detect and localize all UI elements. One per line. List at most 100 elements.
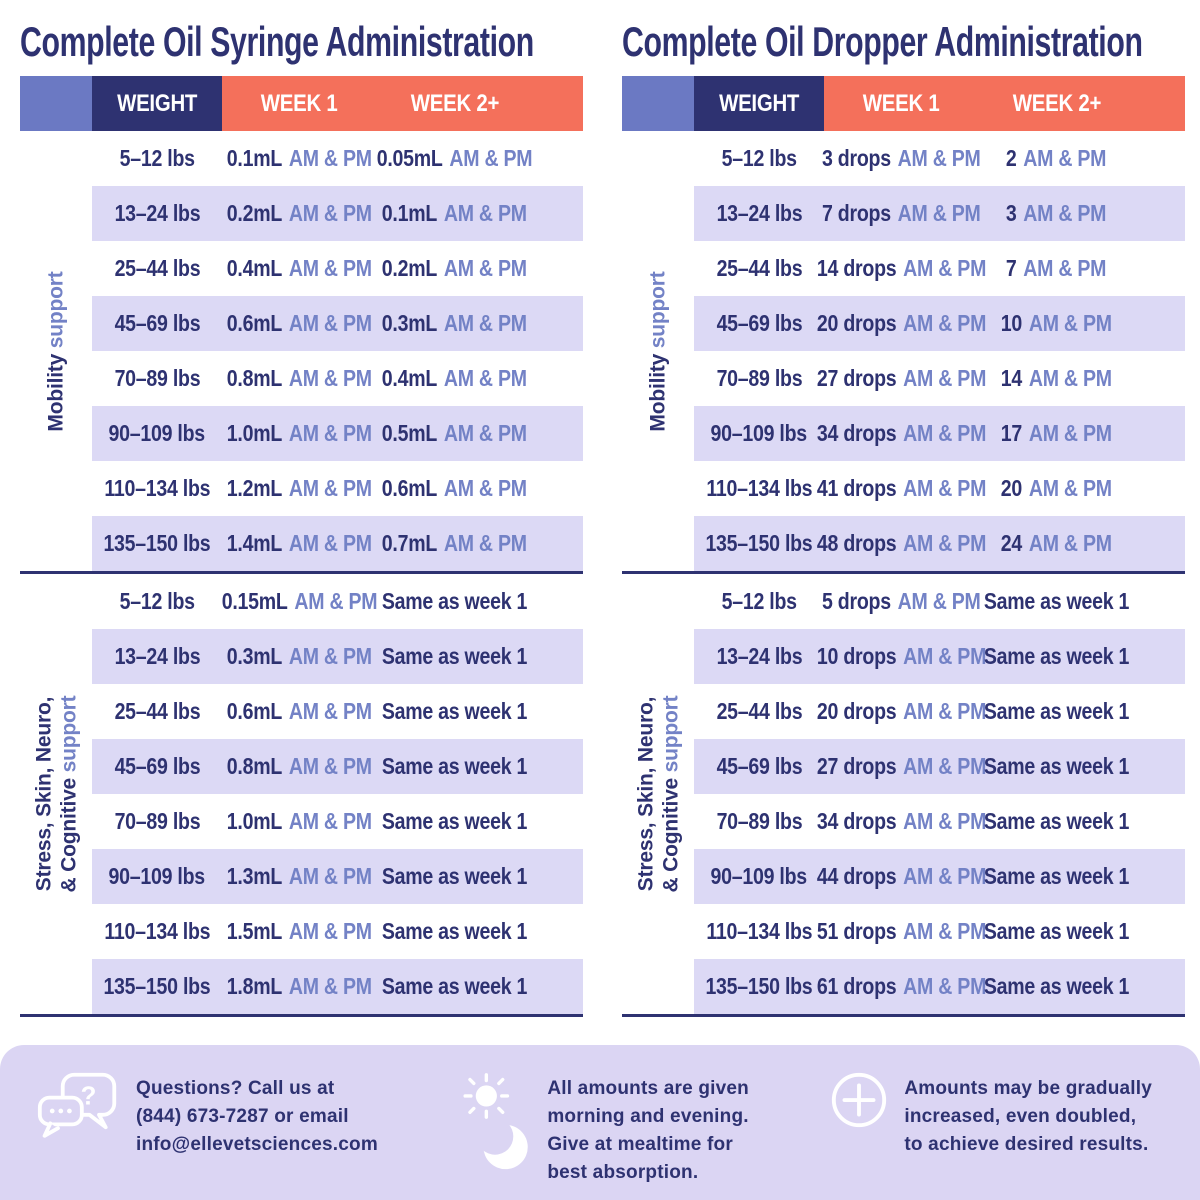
week1-cell: 44 drops AM & PM [817, 863, 986, 890]
week2-value: 0.5mL [382, 420, 438, 446]
weight-cell: 70–89 lbs [694, 365, 824, 392]
week1-value: 0.3mL [227, 643, 283, 669]
weight-value: 5–12 lbs [119, 145, 195, 171]
week2-cell: Same as week 1 [377, 918, 532, 945]
header-weight: WEIGHT [694, 76, 824, 131]
week1-ampm: AM & PM [903, 753, 987, 779]
week2-ampm: AM & PM [1029, 420, 1112, 446]
week2-cell: Same as week 1 [979, 698, 1134, 725]
header-spacer-cell [20, 76, 92, 131]
weight-cell: 13–24 lbs [694, 200, 824, 227]
week1-ampm: AM & PM [289, 698, 372, 724]
weight-value: 25–44 lbs [716, 698, 802, 724]
week1-cell: 27 drops AM & PM [817, 365, 986, 392]
week2-ampm: AM & PM [444, 420, 527, 446]
header-pad-cell [1134, 76, 1185, 131]
table-row: 70–89 lbs 34 drops AM & PM Same as week 1 [622, 794, 1185, 849]
week1-value: 0.6mL [227, 310, 283, 336]
week1-value: 20 drops [816, 310, 897, 336]
table-row: 45–69 lbs 27 drops AM & PM Same as week 1 [622, 739, 1185, 794]
table-row: 135–150 lbs 1.4mL AM & PM 0.7mL AM & PM [20, 516, 583, 571]
footer-timing-text: All amounts are given morning and evenin… [547, 1078, 749, 1184]
weight-value: 135–150 lbs [103, 973, 211, 999]
table-row: 45–69 lbs 0.8mL AM & PM Same as week 1 [20, 739, 583, 794]
weight-value: 110–134 lbs [104, 475, 210, 501]
table-header: WEIGHT WEEK 1 WEEK 2+ [622, 76, 1185, 131]
week1-cell: 48 drops AM & PM [817, 530, 986, 557]
weight-cell: 70–89 lbs [92, 365, 222, 392]
table-section: Stress, Skin, Neuro, & Cognitive support … [20, 574, 583, 1014]
weight-value: 70–89 lbs [716, 365, 802, 391]
table-row: 135–150 lbs 1.8mL AM & PM Same as week 1 [20, 959, 583, 1014]
week2-value: Same as week 1 [381, 863, 528, 889]
week2-value: Same as week 1 [381, 698, 528, 724]
week1-ampm: AM & PM [903, 530, 987, 556]
weight-cell: 45–69 lbs [694, 753, 824, 780]
week2-cell: 0.1mL AM & PM [377, 200, 532, 227]
week1-cell: 0.15mL AM & PM [222, 588, 378, 615]
week1-ampm: AM & PM [289, 863, 372, 889]
week2-cell: 7 AM & PM [979, 255, 1134, 282]
table-row: 5–12 lbs 3 drops AM & PM 2 AM & PM [622, 131, 1185, 186]
table-row: 90–109 lbs 1.0mL AM & PM 0.5mL AM & PM [20, 406, 583, 461]
section-divider [20, 571, 583, 574]
weight-value: 25–44 lbs [716, 255, 802, 281]
footer-item-contact: ? Questions? Call us at (844) 673-7287 o… [34, 1069, 378, 1200]
week2-value: 10 [1001, 310, 1023, 336]
section-divider [622, 1014, 1185, 1017]
week1-value: 0.1mL [227, 145, 283, 171]
week1-ampm: AM & PM [289, 918, 372, 944]
week1-value: 14 drops [816, 255, 897, 281]
week2-cell: 0.05mL AM & PM [377, 145, 533, 172]
week1-cell: 34 drops AM & PM [817, 420, 986, 447]
weight-cell: 45–69 lbs [92, 753, 222, 780]
week1-ampm: AM & PM [289, 475, 372, 501]
week2-cell: Same as week 1 [979, 643, 1134, 670]
week2-value: 2 [1006, 145, 1017, 171]
week2-cell: Same as week 1 [377, 588, 532, 615]
table-row: 90–109 lbs 44 drops AM & PM Same as week … [622, 849, 1185, 904]
week1-value: 1.8mL [227, 973, 283, 999]
week2-cell: Same as week 1 [377, 973, 532, 1000]
week1-cell: 0.2mL AM & PM [222, 200, 377, 227]
weight-value: 13–24 lbs [716, 643, 802, 669]
week1-value: 61 drops [816, 973, 897, 999]
week1-cell: 7 drops AM & PM [822, 200, 981, 227]
weight-value: 5–12 lbs [721, 588, 797, 614]
table-body: Mobility support 5–12 lbs 0.1mL AM & PM 0… [20, 131, 583, 1017]
week2-ampm: AM & PM [444, 255, 527, 281]
week1-ampm: AM & PM [903, 420, 987, 446]
footer-item-increase: Amounts may be gradually increased, even… [828, 1069, 1152, 1200]
footer-notes: ? Questions? Call us at (844) 673-7287 o… [0, 1045, 1200, 1200]
week2-cell: Same as week 1 [377, 863, 532, 890]
weight-value: 110–134 lbs [706, 475, 812, 501]
table-row: 70–89 lbs 1.0mL AM & PM Same as week 1 [20, 794, 583, 849]
week2-cell: Same as week 1 [979, 753, 1134, 780]
week2-value: Same as week 1 [381, 973, 528, 999]
week2-value: 3 [1006, 200, 1017, 226]
footer-contact-text: Questions? Call us at (844) 673-7287 or … [136, 1078, 378, 1156]
weight-value: 135–150 lbs [705, 530, 813, 556]
week2-value: 0.6mL [382, 475, 438, 501]
table-row: 70–89 lbs 0.8mL AM & PM 0.4mL AM & PM [20, 351, 583, 406]
weight-value: 70–89 lbs [716, 808, 802, 834]
table-row: 110–134 lbs 1.2mL AM & PM 0.6mL AM & PM [20, 461, 583, 516]
weight-value: 5–12 lbs [721, 145, 797, 171]
chat-bubbles-icon: ? [37, 1072, 117, 1138]
week2-value: 24 [1001, 530, 1023, 556]
week1-cell: 1.2mL AM & PM [222, 475, 377, 502]
week2-ampm: AM & PM [1029, 475, 1112, 501]
table-row: 25–44 lbs 0.6mL AM & PM Same as week 1 [20, 684, 583, 739]
week1-value: 34 drops [816, 420, 897, 446]
week2-cell: Same as week 1 [979, 973, 1134, 1000]
table-row: 110–134 lbs 41 drops AM & PM 20 AM & PM [622, 461, 1185, 516]
week1-value: 3 drops [822, 145, 892, 171]
tables: Complete Oil Syringe Administration WEIG… [20, 0, 1185, 1017]
week2-ampm: AM & PM [449, 145, 533, 171]
week1-value: 7 drops [822, 200, 892, 226]
plus-circle-icon [832, 1072, 887, 1128]
table-row: 70–89 lbs 27 drops AM & PM 14 AM & PM [622, 351, 1185, 406]
week2-cell: 0.3mL AM & PM [377, 310, 532, 337]
week2-cell: Same as week 1 [979, 808, 1134, 835]
